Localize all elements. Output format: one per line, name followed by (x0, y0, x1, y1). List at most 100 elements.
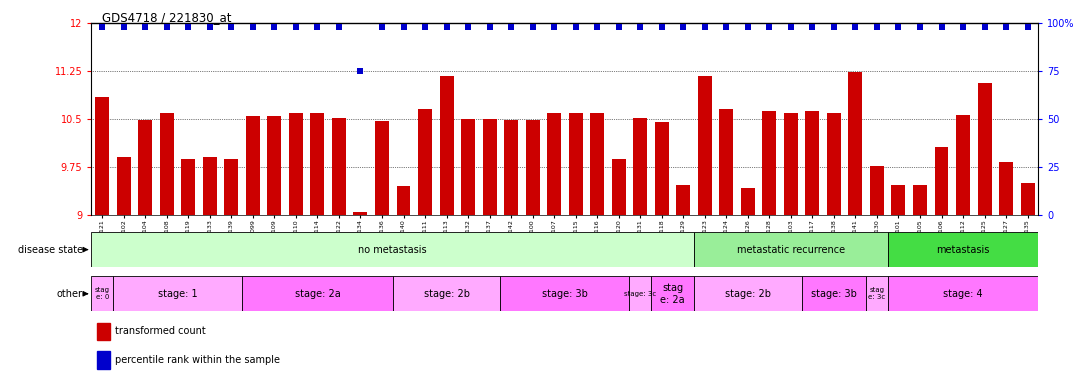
Bar (633, 118, 647, 215)
Point (373, 24, 391, 30)
Text: stage: 1: stage: 1 (158, 289, 197, 299)
Point (115, 24, 132, 30)
Bar (888, 232, 1038, 267)
Text: stage: 3c: stage: 3c (624, 291, 656, 297)
Bar (677, 185, 691, 215)
Point (868, 24, 886, 30)
Text: stage: 4: stage: 4 (944, 289, 982, 299)
Point (180, 24, 197, 30)
Bar (138, 120, 153, 215)
Bar (525, 120, 539, 215)
Text: stag
e: 3c: stag e: 3c (868, 287, 886, 300)
Point (696, 24, 713, 30)
Text: stag
e: 0: stag e: 0 (95, 287, 110, 300)
Point (158, 24, 175, 30)
Point (675, 24, 692, 30)
Bar (116, 157, 131, 215)
Point (352, 68, 369, 74)
Bar (440, 76, 454, 215)
Bar (113, 276, 242, 311)
Point (804, 24, 821, 30)
Bar (866, 276, 888, 311)
Bar (288, 113, 303, 215)
Point (933, 24, 950, 30)
Bar (353, 212, 367, 215)
Bar (651, 276, 694, 311)
Text: other: other (57, 289, 83, 299)
Point (782, 24, 799, 30)
Point (825, 24, 843, 30)
Bar (999, 162, 1013, 215)
Point (395, 24, 412, 30)
Point (890, 24, 907, 30)
Bar (202, 157, 217, 215)
Point (223, 24, 240, 30)
Point (524, 24, 541, 30)
Point (739, 24, 756, 30)
Text: GDS4718 / 221830_at: GDS4718 / 221830_at (102, 12, 231, 25)
Bar (694, 276, 802, 311)
Bar (654, 122, 668, 215)
Bar (91, 232, 694, 267)
Bar (482, 119, 496, 215)
Point (459, 24, 477, 30)
Point (94, 24, 111, 30)
Text: stage: 3b: stage: 3b (542, 289, 587, 299)
Bar (869, 166, 883, 215)
Bar (500, 276, 629, 311)
Text: metastasis: metastasis (936, 245, 990, 255)
Bar (159, 113, 174, 215)
Bar (461, 119, 475, 215)
Text: stage: 3b: stage: 3b (811, 289, 856, 299)
Bar (267, 116, 282, 215)
Text: stag
e: 2a: stag e: 2a (661, 283, 684, 305)
Bar (547, 113, 561, 215)
Point (1019, 24, 1036, 30)
Bar (242, 276, 393, 311)
Bar (311, 113, 325, 215)
Point (761, 24, 778, 30)
Text: stage: 2b: stage: 2b (424, 289, 469, 299)
Bar (331, 118, 346, 215)
Point (287, 24, 305, 30)
Bar (698, 76, 712, 215)
Bar (181, 159, 196, 215)
Point (309, 24, 326, 30)
Bar (694, 232, 888, 267)
Point (567, 24, 584, 30)
Bar (1020, 183, 1034, 215)
Bar (740, 187, 754, 215)
Bar (888, 276, 1038, 311)
Bar (977, 83, 991, 215)
Bar (611, 159, 625, 215)
Bar (568, 113, 583, 215)
Bar (762, 111, 776, 215)
Text: no metastasis: no metastasis (358, 245, 427, 255)
Bar (590, 113, 605, 215)
Bar (396, 186, 411, 215)
Point (481, 24, 498, 30)
Bar (912, 185, 926, 215)
Point (546, 24, 563, 30)
Bar (504, 120, 519, 215)
Bar (376, 121, 390, 215)
Point (266, 24, 283, 30)
Bar (91, 276, 113, 311)
Bar (719, 109, 734, 215)
Point (610, 24, 627, 30)
Point (954, 24, 972, 30)
Point (416, 24, 434, 30)
Bar (629, 276, 651, 311)
Text: percentile rank within the sample: percentile rank within the sample (115, 355, 280, 365)
Point (911, 24, 929, 30)
Point (244, 24, 261, 30)
Text: transformed count: transformed count (115, 326, 206, 336)
Point (330, 24, 348, 30)
Text: stage: 2b: stage: 2b (725, 289, 770, 299)
Text: metastatic recurrence: metastatic recurrence (737, 245, 845, 255)
Bar (826, 113, 840, 215)
Bar (934, 147, 948, 215)
Point (847, 24, 864, 30)
Bar (802, 276, 866, 311)
Point (997, 24, 1015, 30)
